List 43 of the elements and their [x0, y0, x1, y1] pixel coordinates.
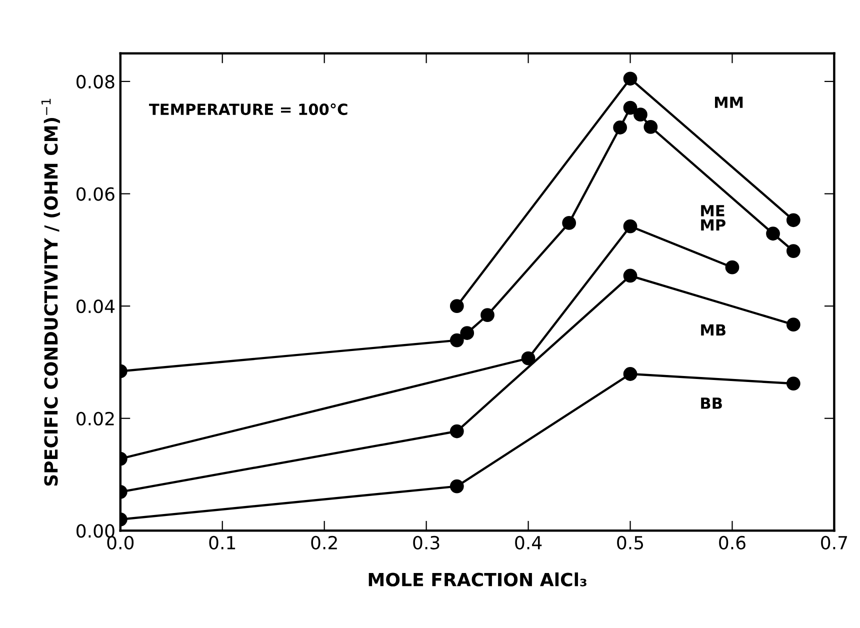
x-tick-label: 0.4	[515, 536, 542, 550]
point	[480, 308, 494, 322]
y-tick-label: 0.00	[76, 524, 114, 538]
x-tick-label: 0.5	[617, 536, 644, 550]
point	[623, 219, 638, 234]
x-tick-label: 0.1	[209, 536, 236, 550]
y-tick-label: 0.02	[76, 412, 114, 426]
point	[521, 351, 536, 366]
point	[623, 367, 638, 381]
point	[450, 479, 464, 494]
point	[786, 376, 800, 390]
point	[786, 318, 800, 332]
point	[766, 226, 780, 241]
point	[450, 299, 464, 314]
point	[450, 424, 464, 438]
point	[623, 100, 638, 115]
text: MM	[714, 96, 743, 108]
x-tick-label: 0.3	[413, 536, 440, 550]
point	[613, 120, 628, 134]
point	[786, 244, 800, 258]
y-tick-label: 0.08	[76, 74, 114, 89]
x-axis-title: MOLE FRACTION AlCl₃	[368, 572, 586, 586]
series-label: BB	[701, 398, 722, 409]
point	[623, 72, 638, 86]
x-tick-label: 0.7	[821, 536, 848, 550]
point	[786, 213, 800, 228]
point	[644, 120, 658, 134]
point	[450, 333, 464, 348]
point	[725, 260, 740, 274]
x-tick-label: 0.6	[719, 536, 746, 550]
point	[460, 326, 474, 340]
y-tick-label: 0.04	[76, 300, 115, 314]
x-tick-label: 0.0	[107, 536, 134, 550]
y-axis-title: SPECIFIC CONDUCTIVITY / (OHM CM)$^{−1}$	[41, 98, 60, 486]
point	[623, 268, 638, 283]
point	[562, 216, 576, 230]
series-label: ME	[701, 205, 724, 216]
point	[634, 108, 648, 122]
series-label: MP	[701, 219, 726, 231]
series-label: MB	[701, 324, 726, 336]
annotation: TEMPERATURE = 100°C	[149, 103, 348, 116]
y-tick-label: 0.06	[76, 187, 114, 201]
x-tick-label: 0.2	[311, 536, 337, 550]
